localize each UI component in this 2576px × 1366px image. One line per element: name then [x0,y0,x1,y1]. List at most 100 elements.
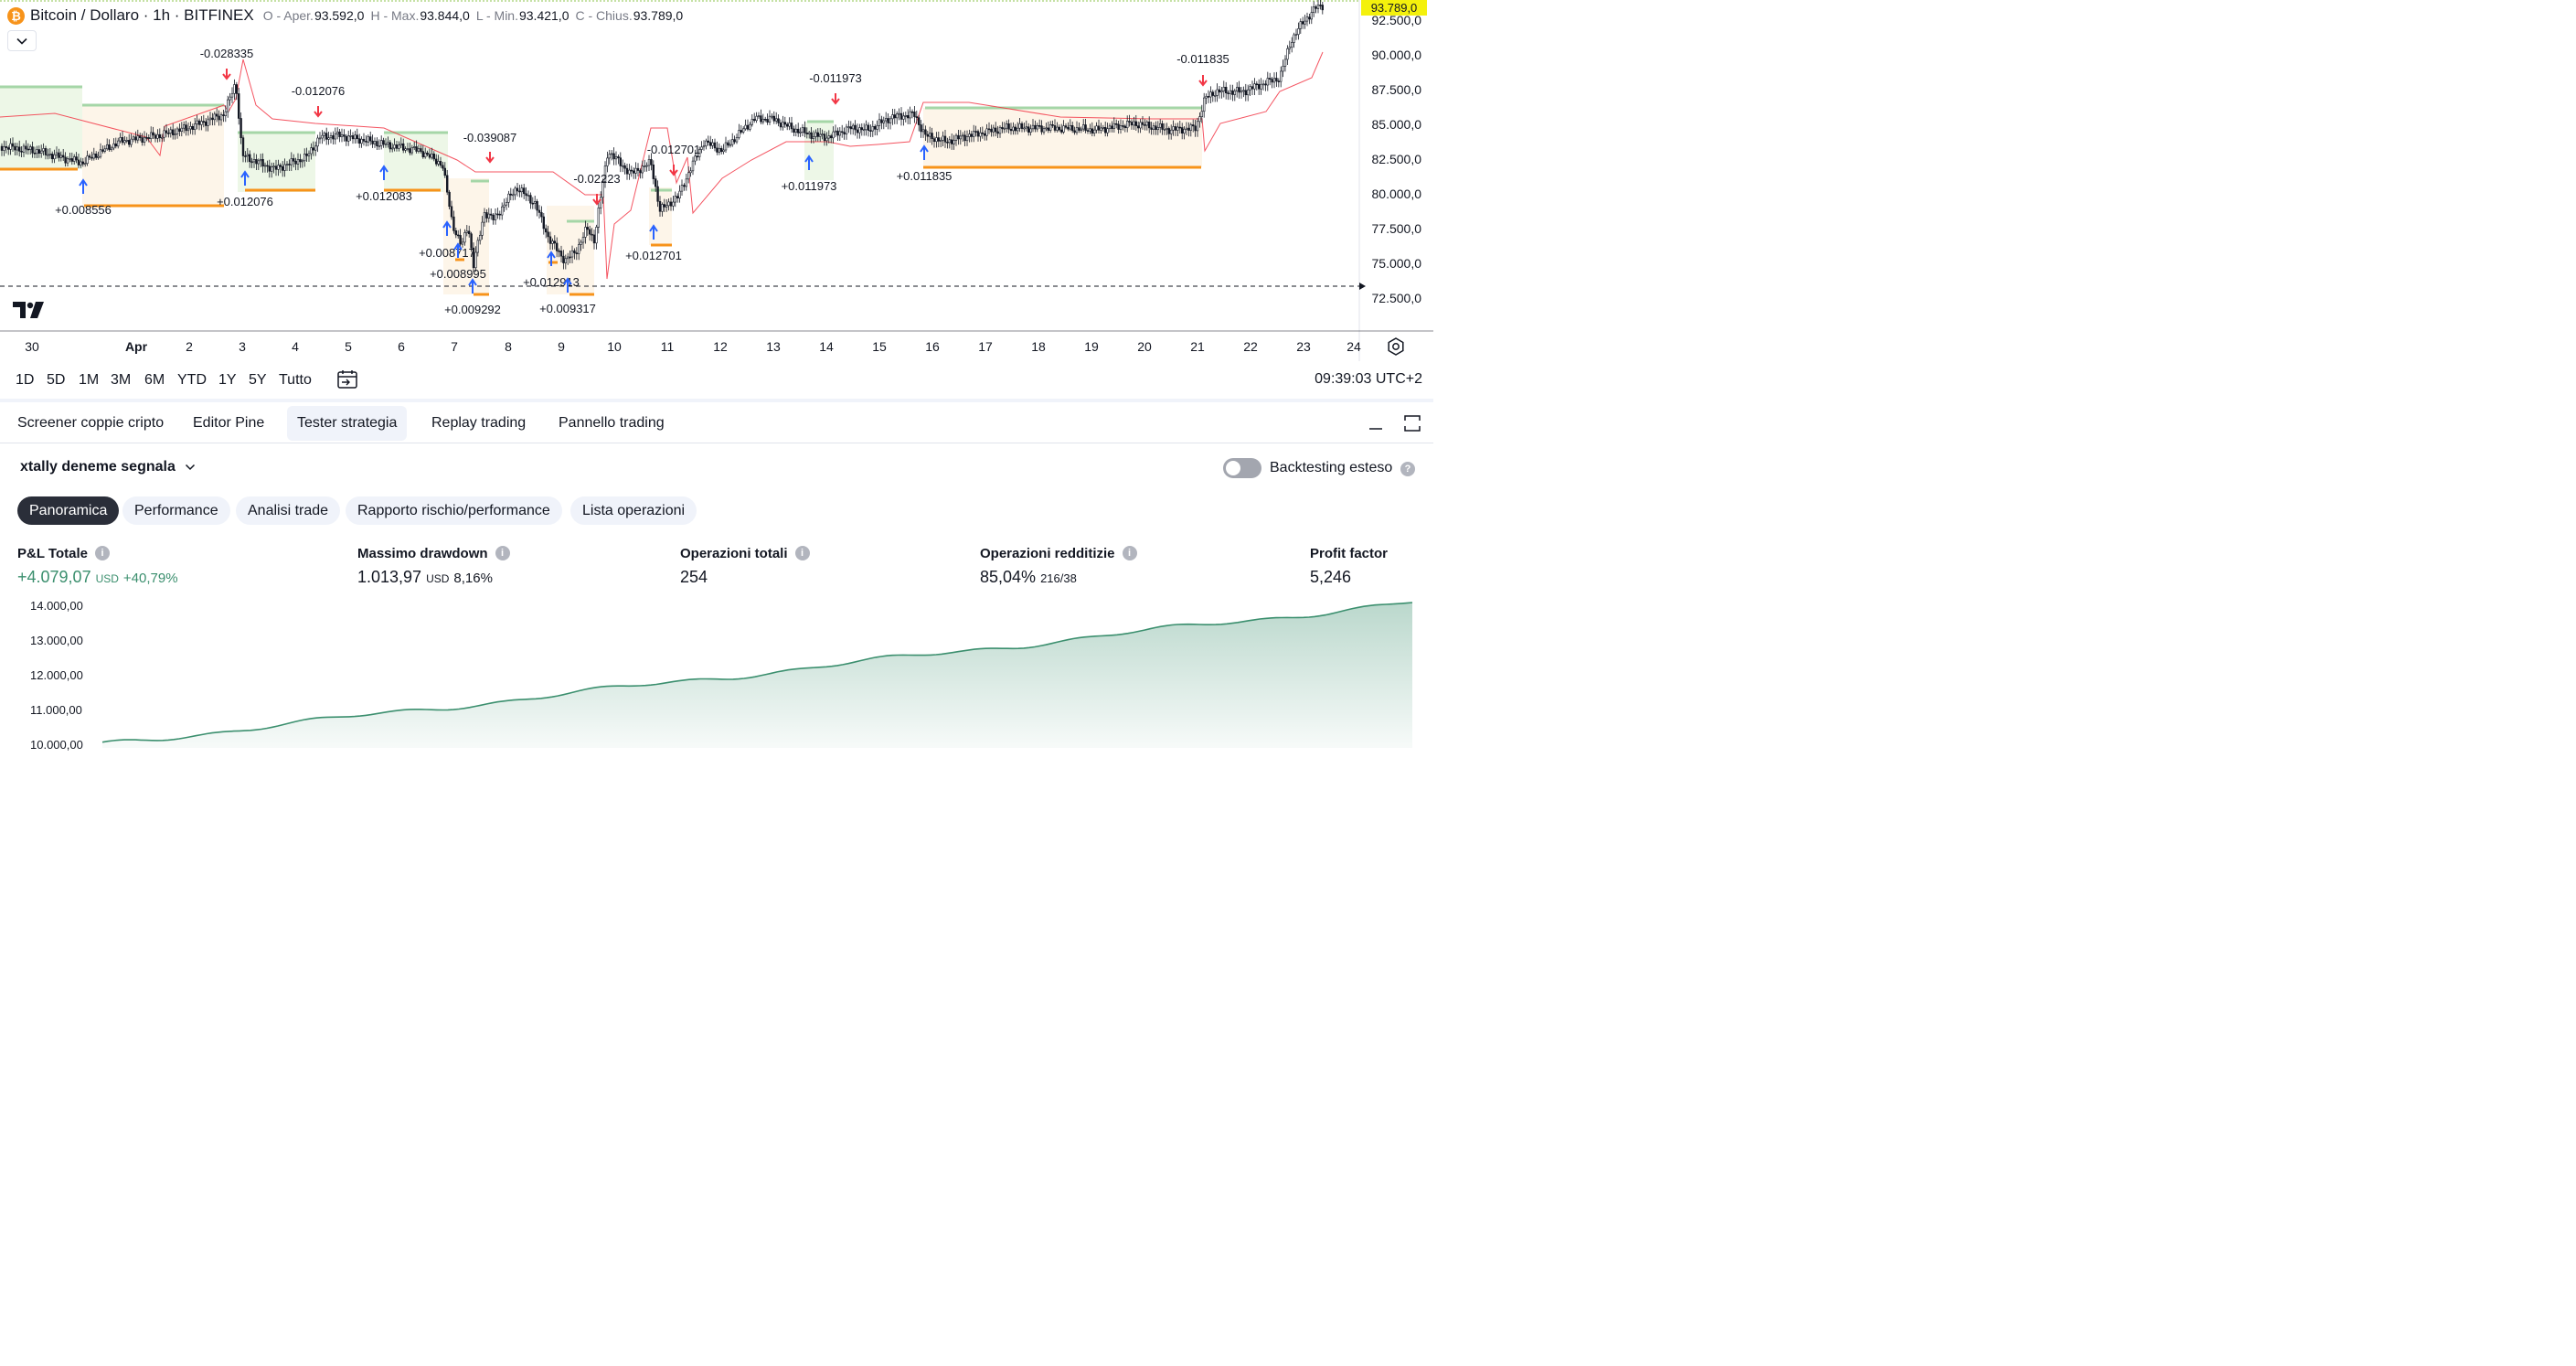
tab-pine-editor[interactable]: Editor Pine [193,415,265,431]
info-icon[interactable]: i [495,546,510,560]
pnl-unit: USD [95,572,119,585]
candle-body [1082,124,1085,130]
candle-body [793,128,795,133]
candle-body [1071,124,1074,132]
range-ytd-button[interactable]: YTD [177,372,207,388]
metric-title: Operazioni redditizie [980,545,1115,561]
candle-body [1216,89,1219,96]
range-all-button[interactable]: Tutto [279,372,312,388]
strategy-name: xtally deneme segnala [20,459,176,475]
candle-body [730,139,734,145]
subtab-trade-analysis[interactable]: Analisi trade [236,496,341,525]
sell-arrow-icon [831,93,840,105]
range-1y-button[interactable]: 1Y [218,372,237,388]
chart-settings-icon[interactable] [1386,336,1406,357]
price-tick-label: 77.500,0 [1372,221,1422,236]
collapse-legend-button[interactable] [7,30,37,51]
candle-body [531,202,535,205]
candle-body [867,124,870,132]
candle-body [669,201,673,207]
chart-canvas[interactable]: 92.500,0 90.000,0 87.500,0 85.000,0 82.500,0… [0,0,1433,361]
tab-strategy-tester[interactable]: Tester strategia [287,406,408,441]
candle-body [708,142,712,146]
candle-body [1102,127,1105,129]
candle-body [357,138,361,144]
minimize-panel-icon[interactable] [1366,413,1386,433]
candle-body [351,135,355,140]
candle-body [953,140,955,144]
candle-body [639,170,642,174]
subtab-performance[interactable]: Performance [122,496,230,525]
profit-factor-value: 5,246 [1310,568,1352,586]
sell-signal-label: -0.012076 [292,84,346,98]
candle-body [779,123,782,128]
info-icon[interactable]: i [1122,546,1137,560]
info-icon[interactable]: i [794,546,810,560]
candle-body [697,149,701,157]
candle-body [268,165,271,172]
metric-profit-factor: Profit factor 5,246 [1310,544,1388,587]
tradingview-logo-icon[interactable] [13,300,46,320]
price-tick-label: 82.500,0 [1372,152,1422,166]
utc-clock[interactable]: 09:39:03 UTC+2 [1315,371,1422,387]
candle-body [208,117,212,121]
subtab-risk-performance[interactable]: Rapporto rischio/performance [346,496,562,525]
subtab-trades-list[interactable]: Lista operazioni [570,496,697,525]
range-5y-button[interactable]: 5Y [249,372,267,388]
panel-divider[interactable] [0,399,1433,402]
candle-body [158,133,161,138]
help-icon[interactable]: ? [1400,462,1415,476]
time-tick-label: 24 [1347,339,1361,354]
candle-body [610,153,613,155]
equity-area [102,603,1412,748]
candle-body [399,143,402,146]
candle-body [1280,70,1283,82]
candle-body [197,120,201,125]
candle-body [112,143,115,149]
high-label: H - Max. [370,8,420,23]
candle-body [233,84,236,94]
candle-body [678,190,681,198]
range-5d-button[interactable]: 5D [47,372,66,388]
candle-body [382,140,385,145]
candle-body [463,232,466,243]
price-chart[interactable]: 92.500,0 90.000,0 87.500,0 85.000,0 82.500,0… [0,0,1433,361]
tab-crypto-screener[interactable]: Screener coppie cripto [17,415,165,431]
range-1m-button[interactable]: 1M [79,372,100,388]
candle-body [680,185,684,192]
candle-body [81,161,85,165]
candle-body [1207,96,1210,98]
strategy-selector[interactable]: xtally deneme segnala [20,459,196,475]
range-3m-button[interactable]: 3M [111,372,132,388]
extended-backtesting-toggle[interactable] [1223,458,1261,478]
subtab-overview[interactable]: Panoramica [17,496,120,525]
candle-body [768,115,772,123]
candle-body [69,158,71,160]
go-to-date-icon[interactable] [336,368,358,390]
candle-body [1073,130,1076,133]
tab-replay-trading[interactable]: Replay trading [431,415,527,431]
range-6m-button[interactable]: 6M [144,372,165,388]
range-1d-button[interactable]: 1D [16,372,35,388]
equity-curve-chart[interactable]: 14.000,00 13.000,00 12.000,00 11.000,00 10.0… [0,594,1433,760]
candle-body [428,154,431,158]
info-icon[interactable]: i [94,546,110,560]
candle-body [1275,78,1278,81]
sell-arrow-icon [669,165,678,176]
candle-body [465,230,468,233]
position-zone [804,122,834,180]
candle-body [878,119,881,126]
candle-body [1017,127,1019,132]
candle-body [1112,123,1116,129]
symbol-title[interactable]: Bitcoin / Dollaro · 1h · BITFINEX [30,6,254,24]
tab-trading-panel[interactable]: Pannello trading [559,415,665,431]
candle-body [354,134,357,140]
candle-body [180,127,183,133]
candle-body [1294,34,1298,37]
candle-body [1042,128,1046,133]
candle-body [970,133,974,137]
candle-body [838,131,842,136]
sell-arrow-icon [314,106,323,118]
candle-body [174,133,176,135]
maximize-panel-icon[interactable] [1402,413,1422,433]
